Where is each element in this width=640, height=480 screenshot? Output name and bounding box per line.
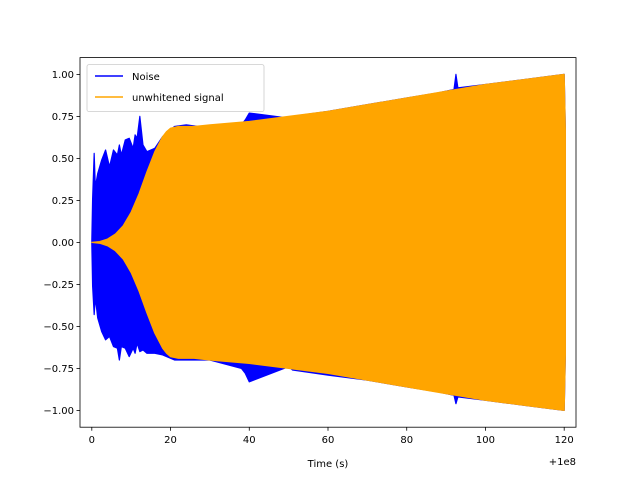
y-tick-label: 0.25 <box>52 196 74 207</box>
y-tick-label: 1.00 <box>52 70 74 81</box>
x-axis-label: Time (s) <box>307 459 349 470</box>
y-tick-label: 0.75 <box>52 112 74 123</box>
x-tick-label: 60 <box>322 435 335 446</box>
x-tick-label: 20 <box>164 435 177 446</box>
axis-ticks: 0 20 40 60 80 100 120 −1.00 −0.75 −0.50 −0.25 0.00 0… <box>43 70 573 446</box>
legend-label-unwhitened-signal: unwhitened signal <box>132 93 224 104</box>
x-tick-label: 0 <box>89 435 95 446</box>
series-unwhitened-signal-band <box>91 73 566 411</box>
y-tick-label: −1.00 <box>43 406 74 417</box>
y-tick-label: 0.00 <box>52 238 74 249</box>
y-tick-label: −0.75 <box>43 364 74 375</box>
y-tick-label: −0.25 <box>43 280 74 291</box>
legend: Noise unwhitened signal <box>86 64 265 112</box>
y-tick-label: −0.50 <box>43 322 74 333</box>
legend-label-noise: Noise <box>132 72 160 83</box>
legend-box <box>86 64 265 112</box>
x-tick-label: 120 <box>555 435 574 446</box>
y-tick-label: 0.50 <box>52 154 74 165</box>
plot-area <box>91 73 566 411</box>
x-tick-label: 100 <box>476 435 495 446</box>
x-tick-label: 40 <box>243 435 256 446</box>
x-tick-label: 80 <box>400 435 413 446</box>
x-offset-label: +1e8 <box>549 457 576 468</box>
